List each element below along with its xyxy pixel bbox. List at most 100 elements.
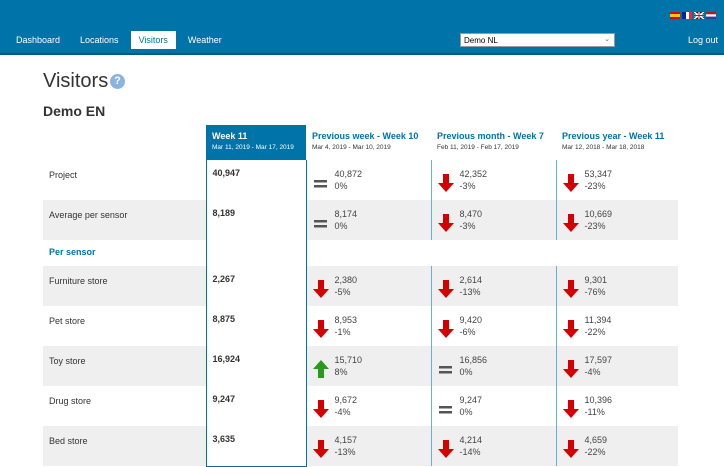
comparison-value: 4,214 [459,435,483,445]
france-flag-icon[interactable] [682,12,692,19]
chevron-down-icon: ⌄ [604,36,610,43]
comparison-percent: -13% [334,447,356,457]
table-row: Project 40,947 40,872 0% 42,352 -3% 53,347 -23% [43,160,678,200]
current-value: 8,875 [205,306,307,346]
comparison-percent: -11% [584,407,605,417]
uk-flag-icon[interactable] [694,12,704,19]
location-select[interactable]: Demo NL ⌄ [460,33,615,47]
comparison-value: 40,872 [334,169,363,179]
equal-icon [313,180,327,188]
comparison-percent: -23% [584,181,606,191]
logout-link[interactable]: Log out [687,35,718,45]
row-label: Drug store [49,396,92,406]
current-value: 8,189 [205,200,307,240]
current-value: 2,267 [205,266,307,306]
comparison-percent: -22% [584,327,606,337]
comparison-cell: 15,710 8% [305,346,431,386]
row-label: Pet store [49,316,86,326]
comparison-percent: -4% [584,367,601,377]
comparison-value: 2,380 [334,275,358,285]
main-nav: Dashboard Locations Visitors Weather [8,31,234,49]
arrow-down-icon [437,174,454,192]
nav-dashboard[interactable]: Dashboard [16,35,61,45]
comparison-value: 53,347 [584,169,613,179]
equal-icon [438,406,452,414]
language-flags [670,12,716,19]
table-row: Bed store 3,635 4,157 -13% 4,214 -14% 4,659 -22… [43,426,678,467]
arrow-down-icon [562,400,579,418]
comparison-percent: 0% [334,181,348,191]
comparison-value: 10,396 [584,395,613,405]
column-header-previous-year: Previous year - Week 11 Mar 12, 2018 - Ma… [562,131,665,151]
arrow-down-icon [562,280,579,298]
comparison-cell: 42,352 -3% [430,160,556,200]
comparison-value: 11,394 [584,315,612,325]
comparison-value: 16,856 [459,355,488,365]
comparison-percent: 8% [334,367,348,377]
spain-flag-icon[interactable] [670,12,680,19]
comparison-cell: 9,247 0% [430,386,556,426]
comparison-percent: 0% [459,367,473,377]
current-value: 16,924 [205,346,307,386]
comparison-percent: -6% [459,327,476,337]
row-label: Average per sensor [43,200,206,240]
current-value: 40,947 [205,160,307,200]
comparison-value: 42,352 [459,169,488,179]
arrow-down-icon [562,214,579,232]
comparison-value: 9,672 [334,395,358,405]
comparison-cell: 2,380 -5% [305,266,431,306]
nav-visitors[interactable]: Visitors [130,31,176,49]
row-label: Bed store [43,426,206,466]
nav-weather[interactable]: Weather [187,35,222,45]
arrow-down-icon [562,440,579,458]
comparison-cell: 4,659 -22% [555,426,678,466]
row-label: Toy store [43,346,206,386]
comparison-cell: 2,614 -13% [430,266,556,306]
help-icon[interactable]: ? [110,74,125,89]
comparison-percent: -13% [459,287,481,297]
arrow-down-icon [312,320,329,338]
comparison-percent: 0% [334,221,348,231]
comparison-value: 8,470 [459,209,483,219]
comparison-value: 9,420 [459,315,483,325]
label-header [43,125,206,160]
comparison-value: 2,614 [459,275,483,285]
comparison-value: 8,174 [334,209,358,219]
comparison-cell: 40,872 0% [305,160,431,200]
comparison-cell: 16,856 0% [430,346,556,386]
column-header-previous-month: Previous month - Week 7 Feb 11, 2019 - Fe… [437,131,544,151]
comparison-percent: -14% [459,447,481,457]
comparison-cell: 4,214 -14% [430,426,556,466]
column-header-previous-week: Previous week - Week 10 Mar 4, 2019 - Mar… [312,131,419,151]
page-title: Visitors [43,70,109,92]
arrow-down-icon [312,280,329,298]
table-row: Drug store 9,247 9,672 -4% 9,247 0% 10,396 -11% [43,386,678,426]
comparison-percent: -4% [334,407,351,417]
comparison-cell: 53,347 -23% [555,160,678,200]
arrow-down-icon [562,360,579,378]
comparison-percent: -22% [584,447,606,457]
current-value: 3,635 [205,426,307,467]
nav-locations[interactable]: Locations [80,35,119,45]
row-label: Project [49,170,78,180]
comparison-percent: 0% [459,407,473,417]
comparison-cell: 9,301 -76% [555,266,678,306]
comparison-value: 4,659 [584,435,608,445]
comparison-percent: -3% [459,221,476,231]
comparison-cell: 4,157 -13% [305,426,431,466]
netherlands-flag-icon[interactable] [706,12,716,19]
table-row: Toy store 16,924 15,710 8% 16,856 0% 17,597 -4% [43,346,678,386]
arrow-down-icon [312,440,329,458]
visitors-table: Week 11 Mar 11, 2019 - Mar 17, 2019 Previ… [43,125,678,467]
table-row: Furniture store 2,267 2,380 -5% 2,614 -13% 9,3… [43,266,678,306]
arrow-down-icon [312,400,329,418]
comparison-cell: 9,420 -6% [430,306,556,346]
comparison-percent: -5% [334,287,351,297]
comparison-cell: 10,669 -23% [555,200,678,240]
equal-icon [313,220,327,228]
comparison-cell: 11,394 -22% [555,306,678,346]
comparison-cell: 10,396 -11% [555,386,678,426]
arrow-down-icon [562,320,579,338]
arrow-down-icon [562,174,579,192]
comparison-percent: -1% [334,327,351,337]
